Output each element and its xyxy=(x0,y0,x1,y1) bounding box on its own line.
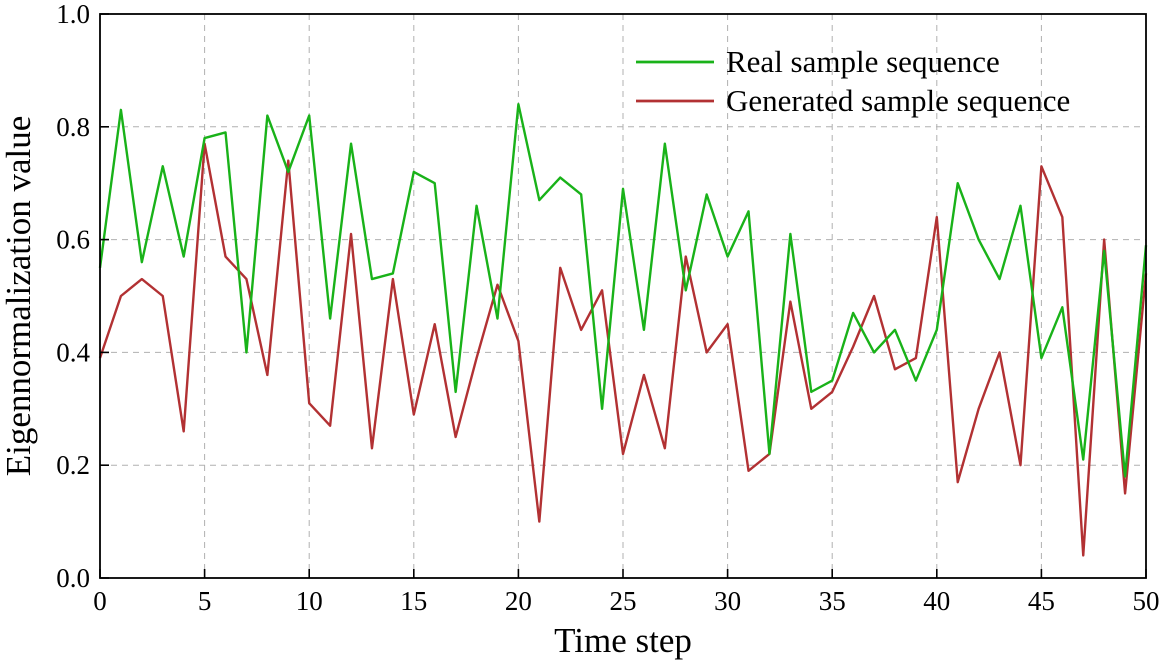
y-tick-label: 0.2 xyxy=(56,450,90,480)
y-tick-label: 0.6 xyxy=(56,225,90,255)
legend: Real sample sequence Generated sample se… xyxy=(636,44,1070,118)
x-tick-label: 25 xyxy=(610,586,637,616)
series-line-0 xyxy=(98,103,1148,478)
x-tick-label: 5 xyxy=(198,586,212,616)
y-tick-label: 0.4 xyxy=(56,337,90,367)
y-tick-label: 0.0 xyxy=(56,563,90,593)
legend-label-real: Real sample sequence xyxy=(726,44,1000,79)
x-axis-label: Time step xyxy=(554,621,692,660)
axis-layer: 0 5 10 15 20 25 30 35 40 45 50 0.0 0.2 0.4 0.6 0.8 1.0 xyxy=(56,0,1159,616)
y-axis-label: Eigennormalization value xyxy=(0,116,38,477)
x-tick-label: 30 xyxy=(714,586,741,616)
x-tick-label: 15 xyxy=(400,586,427,616)
legend-label-generated: Generated sample sequence xyxy=(726,83,1070,118)
x-tick-label: 40 xyxy=(923,586,950,616)
x-tick-label: 35 xyxy=(819,586,846,616)
grid-layer xyxy=(100,14,1146,578)
x-tick-label: 45 xyxy=(1028,586,1055,616)
y-tick-label: 1.0 xyxy=(56,0,90,29)
x-tick-label: 20 xyxy=(505,586,532,616)
x-tick-label: 10 xyxy=(296,586,323,616)
x-tick-label: 0 xyxy=(93,586,107,616)
y-tick-label: 0.8 xyxy=(56,112,90,142)
series-layer xyxy=(98,103,1148,557)
series-line-1 xyxy=(98,142,1148,557)
x-tick-label: 50 xyxy=(1133,586,1160,616)
